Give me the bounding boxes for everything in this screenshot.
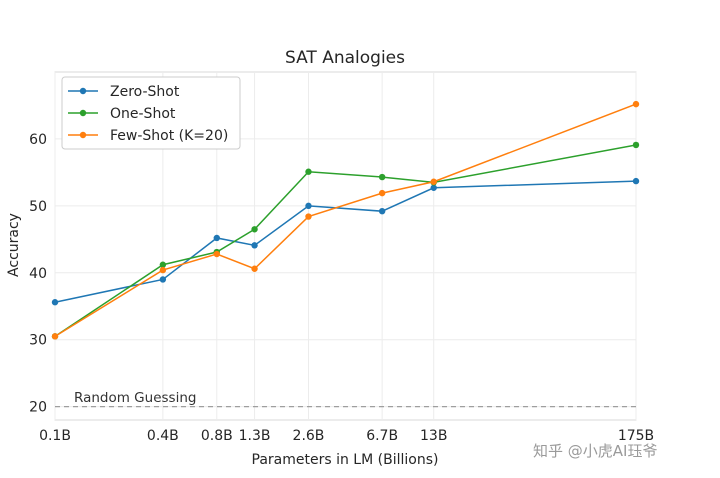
legend-marker-one-shot xyxy=(79,109,87,117)
point-few-shot-k-20-2.6B xyxy=(305,213,312,220)
x-tick-label-0.8B: 0.8B xyxy=(201,428,233,444)
line-few-shot-k-20 xyxy=(54,103,637,337)
legend-marker-few-shot-k-20 xyxy=(79,131,87,139)
legend-box xyxy=(61,76,241,150)
x-tick-label-6.7B: 6.7B xyxy=(366,428,398,444)
point-zero-shot-6.7B xyxy=(378,208,386,215)
point-one-shot-0.4B xyxy=(159,261,167,268)
point-one-shot-2.6B xyxy=(305,168,312,175)
point-few-shot-k-20-175B xyxy=(632,100,640,108)
x-tick-label-0.1B: 0.1B xyxy=(39,428,71,444)
legend-item-zero-shot: Zero-Shot xyxy=(68,84,180,100)
line-zero-shot xyxy=(54,180,637,303)
point-one-shot-1.3B xyxy=(251,226,258,233)
x-axis-label: Parameters in LM (Billions) xyxy=(252,452,439,468)
y-tick-label-50: 50 xyxy=(29,199,47,215)
point-one-shot-6.7B xyxy=(378,173,386,181)
series-lines xyxy=(51,100,640,340)
series-zero-shot xyxy=(51,177,640,306)
point-zero-shot-1.3B xyxy=(251,242,258,249)
y-tick-label-60: 60 xyxy=(29,132,47,148)
legend: Zero-Shot One-Shot Few-Shot (K=20) xyxy=(61,76,241,150)
point-few-shot-k-20-6.7B xyxy=(378,189,386,197)
x-tick-label-0.4B: 0.4B xyxy=(147,428,179,444)
point-zero-shot-0.4B xyxy=(159,276,167,283)
y-tick-label-30: 30 xyxy=(29,333,47,349)
baseline-label: Random Guessing xyxy=(74,390,196,406)
y-axis-label: Accuracy xyxy=(6,213,22,277)
series-few-shot-k-20 xyxy=(51,100,640,340)
legend-label-zero-shot: Zero-Shot xyxy=(110,84,180,100)
x-tick-label-175B: 175B xyxy=(618,428,654,444)
line-one-shot xyxy=(54,144,637,337)
x-tick-label-13B: 13B xyxy=(420,428,447,444)
x-tick-label-2.6B: 2.6B xyxy=(293,428,325,444)
point-few-shot-k-20-13B xyxy=(430,178,437,185)
point-zero-shot-175B xyxy=(632,177,640,185)
chart-title: SAT Analogies xyxy=(285,48,405,68)
point-few-shot-k-20-0.4B xyxy=(159,266,167,274)
point-few-shot-k-20-1.3B xyxy=(251,265,258,272)
watermark: 知乎 @小虎AI珏爷 xyxy=(533,442,657,460)
point-few-shot-k-20-0.1B xyxy=(51,333,59,340)
point-one-shot-175B xyxy=(632,141,640,149)
legend-item-few-shot-k-20: Few-Shot (K=20) xyxy=(68,128,228,144)
point-zero-shot-0.1B xyxy=(51,299,59,306)
point-zero-shot-0.8B xyxy=(213,234,220,242)
point-zero-shot-13B xyxy=(430,184,437,191)
point-zero-shot-2.6B xyxy=(305,202,312,210)
legend-marker-zero-shot xyxy=(79,87,87,95)
x-tick-label-1.3B: 1.3B xyxy=(239,428,271,444)
legend-label-one-shot: One-Shot xyxy=(110,106,176,122)
axis-ticks: 0.1B 0.4B 0.8B 1.3B 2.6B 6.7B 13B 175B 20 30 40 50 6… xyxy=(29,132,654,444)
y-tick-label-20: 20 xyxy=(29,400,47,416)
y-tick-label-40: 40 xyxy=(29,266,47,282)
legend-item-one-shot: One-Shot xyxy=(68,106,176,122)
legend-label-few-shot-k-20: Few-Shot (K=20) xyxy=(110,128,228,144)
point-few-shot-k-20-0.8B xyxy=(213,250,220,258)
